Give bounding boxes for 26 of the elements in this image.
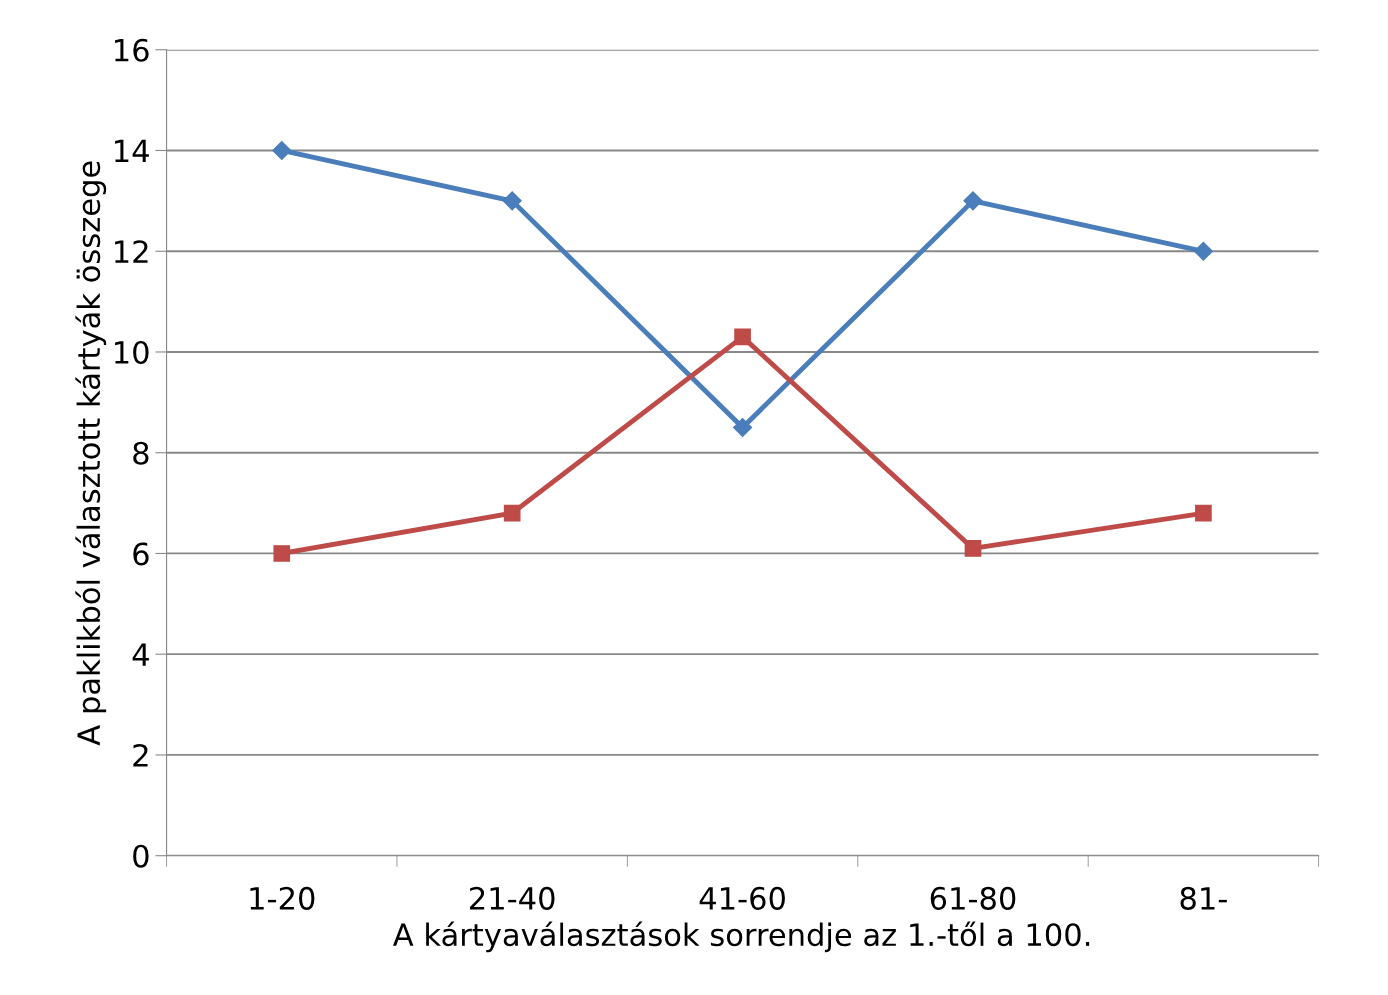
point	[733, 418, 753, 438]
point	[503, 504, 521, 522]
y-tick-label: 14	[115, 139, 149, 163]
y-tick-label: 12	[115, 240, 148, 263]
point	[1195, 504, 1212, 522]
point	[1193, 241, 1213, 261]
point	[963, 191, 983, 211]
y-axis-title: A paklikból választott kártyák összege	[75, 161, 107, 746]
x-tick-label: 1-20	[250, 886, 315, 910]
x-tick-label: 41-60	[699, 886, 785, 910]
x-tick-label: 21-40	[470, 886, 555, 910]
y-tick-label: 10	[115, 340, 149, 365]
point	[272, 140, 292, 161]
y-tick-label: 6	[133, 542, 149, 566]
y-tick-label: 2	[133, 743, 148, 767]
point	[273, 545, 291, 562]
y-tick-label: 4	[132, 643, 149, 666]
x-axis-title: A kártyaválasztások sorrendje az 1.-től a 100.	[393, 921, 1090, 953]
y-tick-label: 8	[133, 441, 149, 465]
x-tick-label: 81-	[1180, 886, 1227, 910]
point	[964, 540, 982, 557]
y-tick-label: 0	[133, 844, 149, 868]
point	[502, 191, 522, 211]
point	[734, 328, 751, 346]
x-tick-label: 61-80	[930, 886, 1016, 910]
y-tick-label: 16	[115, 38, 149, 62]
